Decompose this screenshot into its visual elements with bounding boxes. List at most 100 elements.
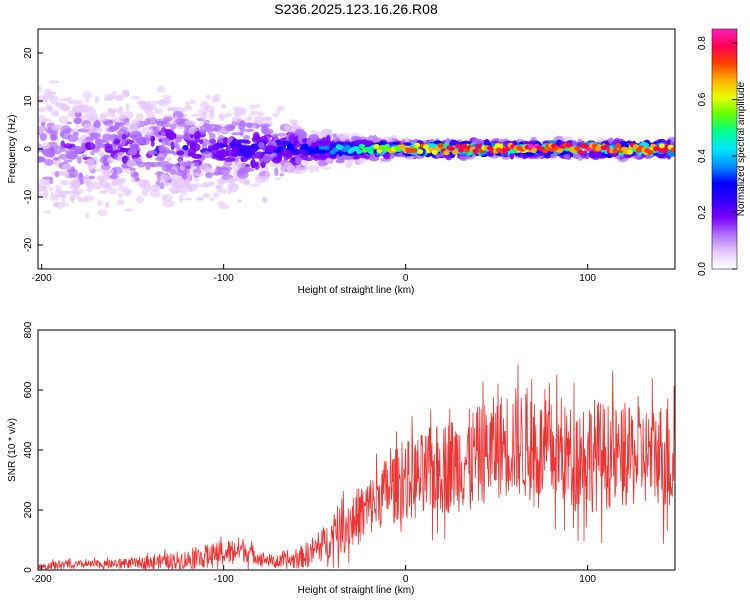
spectrogram-cell xyxy=(111,166,123,175)
spectrogram-cell xyxy=(98,143,106,149)
spectrogram-cell xyxy=(174,144,181,150)
spectrogram-cell xyxy=(249,110,260,116)
spectrogram-cell xyxy=(513,152,521,156)
spectrogram-ridge-cell xyxy=(344,144,351,150)
spectrogram-cell xyxy=(260,125,269,134)
spectrogram-cell xyxy=(118,155,123,162)
spectrogram-cell xyxy=(160,131,166,136)
spectrogram-cell xyxy=(83,195,95,201)
spectrogram-cell xyxy=(272,156,282,164)
spectrogram-ridge-cell xyxy=(443,150,450,156)
spectrogram-cell xyxy=(42,176,54,180)
spectrogram-cell xyxy=(213,171,225,175)
spectrogram-ridge-cell xyxy=(603,144,610,150)
spectrogram-cell xyxy=(221,165,227,171)
figure-title: S236.2025.123.16.26.R08 xyxy=(274,1,438,17)
snr-y-tick-label: 200 xyxy=(23,501,34,518)
spectrogram-y-tick-label: 10 xyxy=(23,95,34,107)
spectrogram-cell xyxy=(189,142,201,152)
spectrogram-cell xyxy=(288,134,296,143)
spectrogram-cell xyxy=(294,166,307,175)
spectrogram-cell xyxy=(277,132,286,137)
spectrogram-cell xyxy=(262,196,268,203)
spectrogram-cell xyxy=(48,80,60,84)
spectrogram-cell xyxy=(644,155,653,159)
spectrogram-cell xyxy=(235,140,240,144)
spectrogram-cell xyxy=(159,173,170,183)
spectrogram-cell xyxy=(231,116,242,123)
spectrogram-cell xyxy=(216,178,226,186)
spectrogram-cell xyxy=(104,138,110,145)
spectrogram-cell xyxy=(262,155,271,164)
spectrogram-cell xyxy=(209,133,216,140)
spectrogram-cell xyxy=(272,133,279,138)
spectrogram-cell xyxy=(272,112,280,118)
spectrogram-cell xyxy=(150,161,162,168)
spectrogram-ridge-cell xyxy=(542,148,549,154)
spectrogram-cell xyxy=(219,188,228,194)
spectrogram-cell xyxy=(50,191,55,201)
spectrogram-cell xyxy=(169,123,177,130)
spectrogram-cell xyxy=(156,121,168,125)
spectrogram-ridge-cell xyxy=(460,143,467,149)
spectrogram-cell xyxy=(427,143,437,149)
spectrogram-cell xyxy=(41,122,46,127)
spectrogram-cell xyxy=(200,111,207,121)
spectrogram-x-tick-label: 100 xyxy=(579,273,596,284)
spectrogram-cell xyxy=(38,147,42,153)
spectrogram-cell xyxy=(318,160,325,167)
spectrogram-cell xyxy=(309,130,317,134)
spectrogram-cell xyxy=(85,136,98,141)
spectrogram-ridge-cell xyxy=(670,147,675,153)
spectrogram-cell xyxy=(151,184,160,188)
spectrogram-cell xyxy=(70,99,80,105)
spectrogram-y-label: Frequency (Hz) xyxy=(7,115,18,184)
spectrogram-cell xyxy=(279,165,285,175)
spectrogram-ridge-cell xyxy=(577,149,584,155)
spectrogram-cell xyxy=(88,106,94,112)
spectrogram-cell xyxy=(147,150,158,155)
colorbar: 0.0 0.2 0.4 0.6 0.8 Normalized spectral ampl… xyxy=(697,28,747,276)
spectrogram-cell xyxy=(135,112,144,122)
spectrogram-cell xyxy=(146,110,155,119)
spectrogram-ridge-cell xyxy=(530,148,537,154)
spectrogram-cell xyxy=(176,150,185,156)
spectrogram-cell xyxy=(84,174,90,178)
spectrogram-cell xyxy=(116,199,125,206)
spectrogram-cell xyxy=(97,209,108,217)
spectrogram-cell xyxy=(174,136,182,143)
spectrogram-cell xyxy=(97,200,103,206)
colorbar-tick-label: 0.2 xyxy=(697,205,708,219)
spectrogram-y-tick-label: 20 xyxy=(23,47,34,59)
spectrogram-ridge-cell xyxy=(632,144,639,150)
spectrogram-cell xyxy=(48,186,54,192)
snr-y-tick-label: 600 xyxy=(23,381,34,398)
spectrogram-cell xyxy=(247,114,253,122)
spectrogram-cell xyxy=(129,167,136,171)
spectrogram-cell xyxy=(215,184,223,189)
spectrogram-cell xyxy=(321,128,333,135)
spectrogram-cell xyxy=(321,166,332,170)
spectrogram-cell xyxy=(283,152,295,157)
spectrogram-cell xyxy=(107,156,114,164)
spectrogram-cell xyxy=(170,189,180,195)
spectrogram-cell xyxy=(99,190,108,194)
spectrogram-cell xyxy=(134,177,140,182)
spectrogram-cell xyxy=(383,152,391,160)
spectrogram-cell xyxy=(82,91,93,100)
spectrogram-x-tick-label: 0 xyxy=(403,273,409,284)
spectrogram-cell xyxy=(429,139,435,143)
spectrogram-cell xyxy=(47,91,56,95)
spectrogram-cell xyxy=(90,150,95,156)
spectrogram-cell xyxy=(335,158,345,164)
spectrogram-cell xyxy=(91,126,104,134)
spectrogram-cell xyxy=(77,198,83,203)
spectrogram-cell xyxy=(162,195,168,201)
spectrogram-cell xyxy=(50,109,60,117)
spectrogram-cell xyxy=(471,138,482,145)
spectrogram-cell xyxy=(222,137,228,145)
spectrogram-cell xyxy=(164,150,176,154)
spectrogram-cell xyxy=(208,181,215,187)
spectrogram-cell xyxy=(108,168,114,174)
spectrogram-cell xyxy=(131,119,140,128)
